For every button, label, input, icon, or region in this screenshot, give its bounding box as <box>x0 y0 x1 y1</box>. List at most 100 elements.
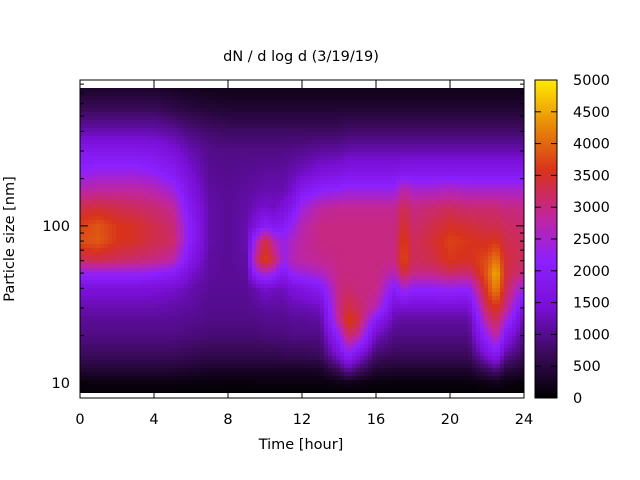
heatmap-cell <box>96 292 101 297</box>
heatmap-cell <box>172 252 177 257</box>
heatmap-cell <box>156 368 161 373</box>
heatmap-cell <box>100 116 105 121</box>
heatmap-cell <box>300 212 305 217</box>
heatmap-cell <box>108 148 113 153</box>
heatmap-cell <box>84 328 89 333</box>
heatmap-cell <box>212 232 217 237</box>
heatmap-cell <box>296 128 301 133</box>
heatmap-cell <box>280 304 285 309</box>
heatmap-cell <box>252 112 257 117</box>
heatmap-cell <box>220 136 225 141</box>
heatmap-cell <box>196 328 201 333</box>
heatmap-cell <box>324 120 329 125</box>
heatmap-cell <box>136 120 141 125</box>
heatmap-cell <box>128 260 133 265</box>
heatmap-cell <box>160 256 165 261</box>
heatmap-cell <box>292 200 297 205</box>
heatmap-cell <box>136 276 141 281</box>
heatmap-cell <box>200 348 205 353</box>
heatmap-cell <box>80 332 85 337</box>
heatmap-cell <box>220 288 225 293</box>
heatmap-cell <box>180 216 185 221</box>
heatmap-cell <box>84 276 89 281</box>
heatmap-cell <box>188 320 193 325</box>
heatmap-cell <box>104 124 109 129</box>
heatmap-cell <box>92 220 97 225</box>
heatmap-cell <box>248 164 253 169</box>
heatmap-cell <box>232 240 237 245</box>
heatmap-cell <box>192 124 197 129</box>
heatmap-cell <box>152 164 157 169</box>
heatmap-cell <box>208 128 213 133</box>
heatmap-cell <box>336 92 341 97</box>
heatmap-cell <box>156 228 161 233</box>
heatmap-cell <box>208 92 213 97</box>
heatmap-cell <box>288 184 293 189</box>
heatmap-cell <box>132 116 137 121</box>
heatmap-cell <box>260 304 265 309</box>
heatmap-cell <box>168 268 173 273</box>
heatmap-cell <box>228 340 233 345</box>
heatmap-cell <box>164 352 169 357</box>
heatmap-cell <box>288 392 293 393</box>
heatmap-cell <box>248 204 253 209</box>
heatmap-cell <box>256 360 261 365</box>
heatmap-cell <box>180 340 185 345</box>
heatmap-cell <box>132 120 137 125</box>
heatmap-cell <box>164 96 169 101</box>
heatmap-cell <box>256 324 261 329</box>
heatmap-cell <box>336 324 341 329</box>
heatmap-cell <box>140 100 145 105</box>
heatmap-cell <box>228 372 233 377</box>
heatmap-cell <box>108 324 113 329</box>
heatmap-cell <box>220 276 225 281</box>
heatmap-cell <box>276 360 281 365</box>
heatmap-cell <box>236 108 241 113</box>
heatmap-cell <box>212 300 217 305</box>
heatmap-cell <box>308 112 313 117</box>
heatmap-cell <box>316 168 321 173</box>
heatmap-cell <box>328 280 333 285</box>
heatmap-cell <box>224 104 229 109</box>
heatmap-cell <box>232 332 237 337</box>
heatmap-cell <box>248 168 253 173</box>
heatmap-cell <box>164 132 169 137</box>
heatmap-cell <box>212 340 217 345</box>
heatmap-cell <box>240 216 245 221</box>
heatmap-cell <box>232 92 237 97</box>
heatmap-cell <box>212 148 217 153</box>
heatmap-cell <box>124 124 129 129</box>
heatmap-cell <box>224 340 229 345</box>
heatmap-cell <box>308 108 313 113</box>
heatmap-cell <box>92 92 97 97</box>
heatmap-cell <box>164 312 169 317</box>
heatmap-cell <box>196 100 201 105</box>
heatmap-cell <box>308 320 313 325</box>
heatmap-cell <box>220 268 225 273</box>
heatmap-cell <box>272 308 277 313</box>
heatmap-cell <box>212 328 217 333</box>
heatmap-cell <box>168 120 173 125</box>
heatmap-cell <box>232 356 237 361</box>
heatmap-cell <box>184 236 189 241</box>
heatmap-cell <box>288 172 293 177</box>
heatmap-cell <box>216 340 221 345</box>
heatmap-cell <box>216 368 221 373</box>
heatmap-cell <box>160 192 165 197</box>
heatmap-cell <box>152 272 157 277</box>
heatmap-cell <box>84 260 89 265</box>
heatmap-cell <box>272 248 277 253</box>
heatmap-cell <box>188 312 193 317</box>
heatmap-cell <box>100 112 105 117</box>
heatmap-cell <box>276 388 281 393</box>
heatmap-cell <box>148 100 153 105</box>
heatmap-cell <box>160 304 165 309</box>
heatmap-cell <box>216 196 221 201</box>
heatmap-cell <box>152 360 157 365</box>
heatmap-cell <box>316 152 321 157</box>
heatmap-cell <box>172 316 177 321</box>
heatmap-cell <box>196 352 201 357</box>
heatmap-cell <box>296 264 301 269</box>
heatmap-cell <box>280 96 285 101</box>
heatmap-cell <box>88 112 93 117</box>
